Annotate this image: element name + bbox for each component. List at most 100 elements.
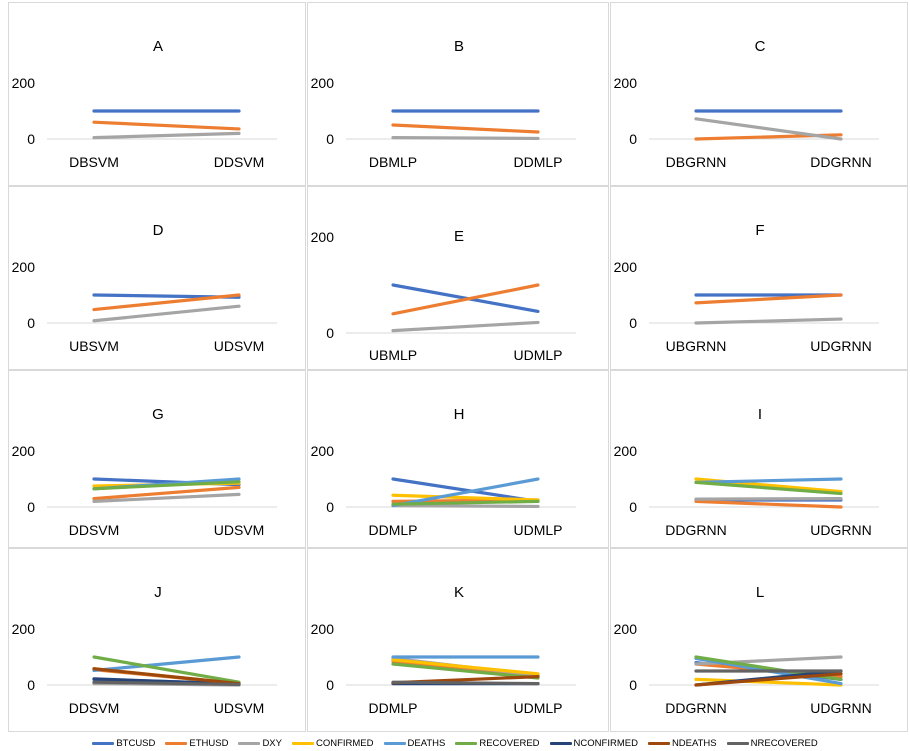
legend-item-dxy: DXY: [238, 738, 282, 749]
chart-panel-a: A 0 200 DBSVM DDSVM: [8, 2, 306, 186]
y-tick-label: 0: [629, 499, 637, 515]
x-category-label: UDMLP: [513, 700, 562, 716]
x-category-label: DBMLP: [369, 154, 417, 170]
series-line-ndeaths: [694, 672, 843, 687]
chart-svg: C 0 200 DBGRNN DDGRNN: [614, 38, 879, 170]
series-line-ethusd: [694, 499, 843, 509]
x-category-label: UDSVM: [214, 338, 265, 354]
legend-item-ndeaths: NDEATHS: [647, 738, 717, 749]
chart-title: K: [454, 584, 464, 601]
y-tick-label: 200: [311, 229, 335, 245]
x-category-label: UBSVM: [69, 338, 119, 354]
series-line-dxy: [694, 496, 843, 501]
x-category-label: UDMLP: [513, 522, 562, 538]
x-category-label: DDSVM: [214, 154, 265, 170]
chart-svg: D 0 200 UBSVM UDSVM: [12, 222, 277, 354]
y-tick-label: 200: [311, 621, 335, 637]
chart-title: H: [454, 406, 465, 423]
x-category-label: DDMLP: [513, 154, 562, 170]
legend-label: NRECOVERED: [750, 737, 818, 749]
chart-svg: J 0 200 DDSVM UDSVM: [12, 584, 277, 716]
legend-label: BTCUSD: [116, 737, 156, 749]
chart-svg: H 0 200 DDMLP UDMLP: [311, 406, 576, 538]
y-tick-label: 0: [629, 131, 637, 147]
x-category-label: UDGRNN: [810, 522, 871, 538]
legend-swatch: [549, 741, 572, 745]
y-tick-label: 0: [27, 315, 35, 331]
chart-panel-g: G 0 200 DDSVM UDSVM: [8, 370, 306, 548]
chart-svg: B 0 200 DBMLP DDMLP: [311, 38, 576, 170]
legend-swatch: [726, 741, 749, 745]
x-category-label: DDGRNN: [810, 154, 871, 170]
y-tick-label: 0: [326, 131, 334, 147]
series-line-confirmed: [694, 677, 843, 687]
series-line-recovered: [391, 662, 540, 680]
legend-item-confirmed: CONFIRMED: [291, 738, 374, 749]
y-tick-label: 200: [12, 259, 36, 275]
series-line-dxy: [694, 317, 843, 325]
y-tick-label: 200: [311, 75, 335, 91]
series-line-deaths: [391, 477, 540, 508]
x-category-label: UDMLP: [513, 347, 562, 363]
chart-title: L: [756, 584, 764, 601]
series-line-nrecovered: [391, 680, 540, 686]
series-line-nrecovered: [92, 680, 241, 687]
y-tick-label: 200: [12, 621, 36, 637]
series-line-dxy: [92, 131, 241, 140]
series-line-recovered: [694, 480, 843, 496]
x-category-label: UBMLP: [369, 347, 417, 363]
series-line-ethusd: [92, 120, 241, 131]
chart-title: E: [454, 228, 464, 245]
legend-swatch: [647, 741, 670, 745]
x-category-label: DDMLP: [368, 700, 417, 716]
y-tick-label: 0: [326, 677, 334, 693]
chart-panel-j: J 0 200 DDSVM UDSVM: [8, 548, 306, 732]
x-category-label: DDSVM: [69, 700, 120, 716]
series-line-ethusd: [694, 293, 843, 305]
legend-swatch: [92, 741, 115, 745]
chart-title: D: [153, 222, 164, 239]
x-category-label: DBGRNN: [666, 154, 727, 170]
chart-svg: E 0 200 UBMLP UDMLP: [311, 228, 576, 363]
series-line-ethusd: [391, 123, 540, 134]
chart-svg: F 0 200 UBGRNN UDGRNN: [614, 222, 879, 354]
y-tick-label: 200: [311, 443, 335, 459]
series-line-confirmed: [391, 658, 540, 676]
legend-swatch: [238, 741, 261, 745]
legend-label: RECOVERED: [479, 737, 540, 749]
legend-item-nconfirmed: NCONFIRMED: [549, 738, 638, 749]
x-category-label: UDGRNN: [810, 700, 871, 716]
chart-title: B: [454, 38, 464, 55]
series-line-deaths: [694, 477, 843, 484]
legend-item-deaths: DEATHS: [383, 738, 445, 749]
series-line-dxy: [391, 136, 540, 141]
chart-title: C: [755, 38, 766, 55]
series-line-ethusd: [92, 485, 241, 501]
chart-panel-k: K 0 200 DDMLP UDMLP: [307, 548, 609, 732]
y-tick-label: 200: [614, 75, 638, 91]
series-line-dxy: [391, 320, 540, 333]
chart-svg: G 0 200 DDSVM UDSVM: [12, 406, 277, 538]
y-tick-label: 0: [326, 325, 334, 341]
x-category-label: UDGRNN: [810, 338, 871, 354]
chart-panel-e: E 0 200 UBMLP UDMLP: [307, 186, 609, 370]
x-category-label: DDGRNN: [665, 522, 726, 538]
chart-svg: L 0 200 DDGRNN UDGRNN: [614, 584, 879, 716]
legend-swatch: [383, 741, 406, 745]
series-line-dxy: [92, 304, 241, 323]
series-line-confirmed: [391, 493, 540, 502]
chart-title: A: [153, 38, 163, 55]
y-tick-label: 200: [614, 443, 638, 459]
series-line-dxy: [391, 504, 540, 509]
legend-swatch: [455, 741, 478, 745]
y-tick-label: 0: [27, 131, 35, 147]
x-category-label: UDSVM: [214, 522, 265, 538]
x-category-label: UDSVM: [214, 700, 265, 716]
chart-svg: A 0 200 DBSVM DDSVM: [12, 38, 277, 170]
chart-title: J: [154, 584, 162, 601]
y-tick-label: 0: [629, 677, 637, 693]
x-category-label: DBSVM: [69, 154, 119, 170]
y-tick-label: 200: [614, 259, 638, 275]
series-line-ethusd: [391, 283, 540, 316]
